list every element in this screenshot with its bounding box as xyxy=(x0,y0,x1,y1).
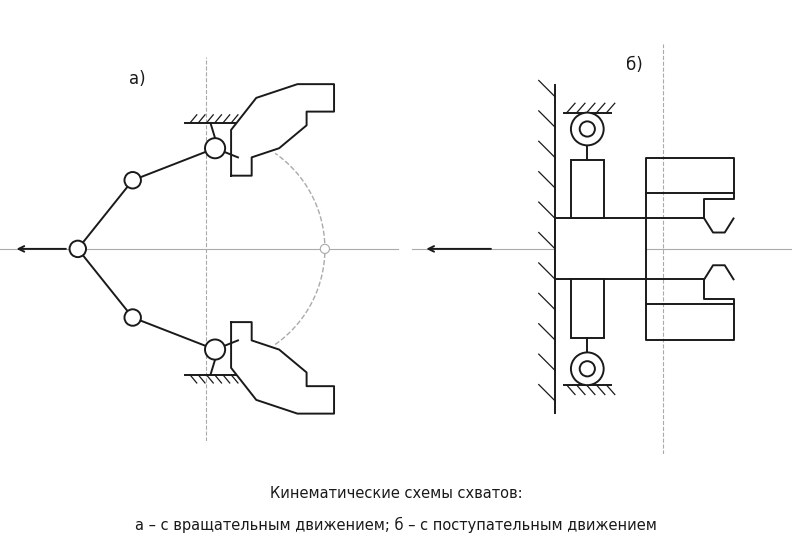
FancyBboxPatch shape xyxy=(571,160,604,218)
Circle shape xyxy=(320,245,329,253)
Text: Кинематические схемы схватов:: Кинематические схемы схватов: xyxy=(270,486,522,501)
Circle shape xyxy=(124,172,141,189)
Text: а): а) xyxy=(129,71,146,89)
Circle shape xyxy=(571,113,604,146)
Circle shape xyxy=(124,309,141,326)
Circle shape xyxy=(70,241,86,257)
Circle shape xyxy=(580,121,595,137)
Circle shape xyxy=(205,138,225,158)
FancyBboxPatch shape xyxy=(555,218,645,280)
Text: б): б) xyxy=(626,56,642,74)
Circle shape xyxy=(205,340,225,359)
Circle shape xyxy=(580,361,595,376)
Circle shape xyxy=(571,352,604,385)
FancyBboxPatch shape xyxy=(571,280,604,338)
Text: а – с вращательным движением; б – с поступательным движением: а – с вращательным движением; б – с пост… xyxy=(135,517,657,533)
